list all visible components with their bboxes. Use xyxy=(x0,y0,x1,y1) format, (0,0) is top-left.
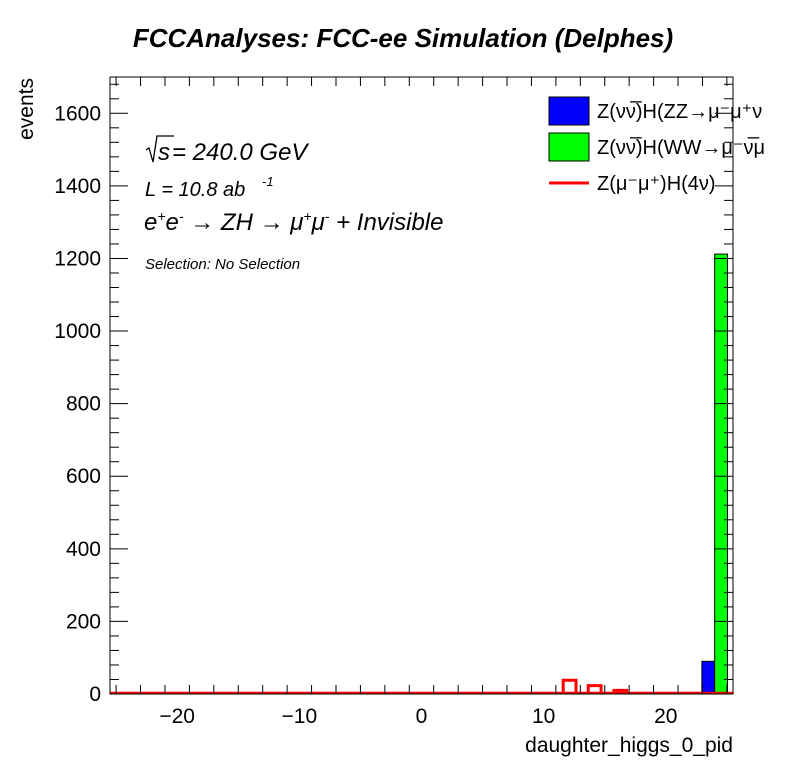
legend-swatch-1 xyxy=(548,132,590,162)
legend: Z(νν̅)H(ZZ→μ⁻μ⁺ν Z(νν̅)H(WW→μ⁻ν̅μ Z(μ⁻μ⁺)H… xyxy=(548,96,765,195)
energy-annotation: s = 240.0 GeV xyxy=(145,135,309,166)
x-axis-label: daughter_higgs_0_pid xyxy=(525,734,733,757)
y-tick-label: 600 xyxy=(66,465,101,488)
x-tick-label: −10 xyxy=(282,705,318,728)
axes-layer: 0 200 400 600 800 1000 1200 1400 1600 −20 −10 0 10 20 xyxy=(54,77,733,728)
energy-symbol: s xyxy=(158,139,170,166)
y-tick-label: 200 xyxy=(66,610,101,633)
x-tick-label: 0 xyxy=(416,705,428,728)
process-line: e+e- → ZH → μ+μ- + Invisible xyxy=(144,208,443,236)
y-tick-label: 1600 xyxy=(54,102,101,125)
plot-frame xyxy=(109,76,734,695)
lumi-annotation: L = 10.8 ab -1 xyxy=(145,174,274,201)
bar-series0-bin0 xyxy=(701,660,716,695)
y-tick-label: 400 xyxy=(66,538,101,561)
bars-layer xyxy=(110,253,733,695)
x-tick-label: −20 xyxy=(159,705,195,728)
x-tick-label: 20 xyxy=(654,705,677,728)
line-series2-bin1 xyxy=(586,684,603,694)
legend-label-0: Z(νν̅)H(ZZ→μ⁻μ⁺ν xyxy=(597,100,762,123)
process-annotation: e+e- → ZH → μ+μ- + Invisible xyxy=(144,208,443,236)
y-tick-label: 1200 xyxy=(54,247,101,270)
line-series2-bin0 xyxy=(561,678,578,694)
legend-swatch-0 xyxy=(548,96,590,126)
selection-annotation: Selection: No Selection xyxy=(145,256,300,273)
y-tick-label: 0 xyxy=(89,683,101,706)
y-tick-label: 1000 xyxy=(54,320,101,343)
energy-value: = 240.0 GeV xyxy=(172,139,309,166)
y-axis-label: events xyxy=(15,78,38,140)
legend-label-1: Z(νν̅)H(WW→μ⁻ν̅μ xyxy=(597,136,765,159)
lumi-exponent: -1 xyxy=(262,174,274,189)
x-tick-label: 10 xyxy=(532,705,555,728)
lumi-text: L = 10.8 ab xyxy=(145,179,245,201)
legend-label-2: Z(μ⁻μ⁺)H(4ν) xyxy=(597,173,716,195)
y-tick-label: 1400 xyxy=(54,175,101,198)
chart-title: FCCAnalyses: FCC-ee Simulation (Delphes) xyxy=(133,23,673,53)
bar-series1-bin0 xyxy=(714,253,729,695)
sqrt-icon xyxy=(145,135,174,163)
y-tick-label: 800 xyxy=(66,393,101,416)
